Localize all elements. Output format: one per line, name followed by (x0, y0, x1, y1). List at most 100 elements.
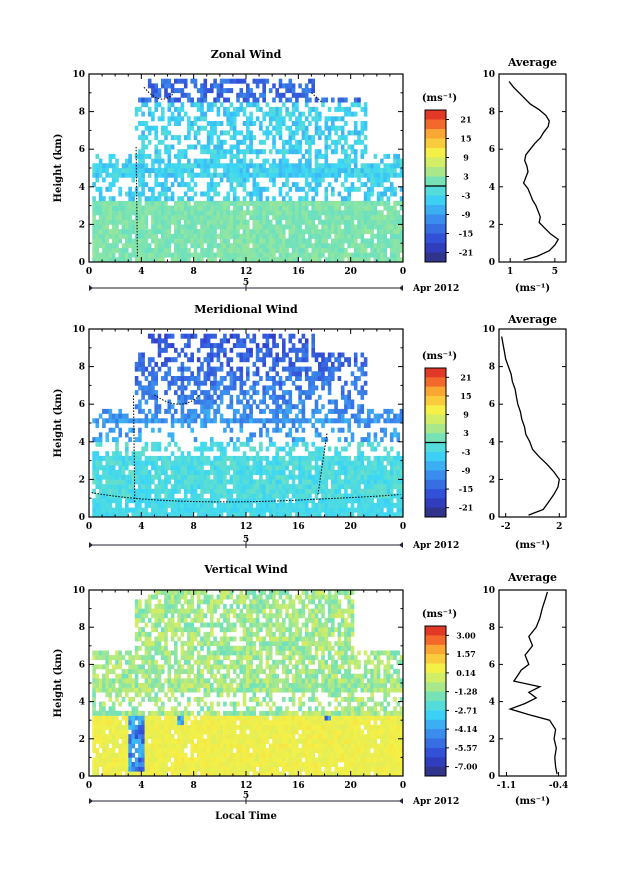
heatmap-cell (393, 413, 397, 419)
heatmap-cell (128, 687, 132, 693)
heatmap-cell (353, 158, 358, 164)
heatmap-cell (232, 200, 237, 206)
heatmap-cell (125, 729, 129, 735)
heatmap-cell (350, 205, 355, 211)
heatmap-cell (115, 771, 119, 777)
heatmap-cell (108, 413, 113, 419)
heatmap-cell (259, 196, 263, 202)
heatmap-cell (115, 488, 119, 494)
heatmap-cell (121, 655, 126, 660)
heatmap-cell (239, 163, 244, 169)
heatmap-cell (327, 252, 332, 258)
heatmap-cell (268, 488, 273, 494)
heatmap-cell (200, 498, 204, 504)
heatmap-cell (138, 238, 142, 244)
heatmap-cell (206, 163, 211, 169)
heatmap-cell (105, 186, 109, 192)
heatmap-cell (121, 488, 126, 494)
heatmap-cell (203, 479, 208, 485)
heatmap-cell (223, 247, 227, 253)
heatmap-cell (138, 177, 142, 183)
heatmap-cell (92, 488, 96, 494)
heatmap-cell (167, 144, 172, 150)
heatmap-cell (98, 257, 103, 263)
heatmap-cell (255, 186, 260, 192)
heatmap-cell (164, 191, 168, 197)
colorbar-segment (425, 243, 446, 253)
heatmap-cell (232, 243, 237, 249)
heatmap-cell (180, 177, 185, 183)
heatmap-cell (125, 692, 129, 698)
heatmap-cell (272, 479, 276, 485)
heatmap-cell (344, 408, 348, 414)
heatmap-cell (219, 172, 224, 178)
heatmap-cell (282, 243, 286, 249)
heatmap-cell (340, 252, 345, 258)
heatmap-cell (314, 215, 319, 220)
heatmap-cell (340, 465, 345, 471)
heatmap-cell (200, 390, 204, 396)
heatmap-cell (118, 465, 122, 471)
heatmap-cell (340, 446, 345, 452)
heatmap-cell (190, 219, 194, 225)
heatmap-cell (242, 106, 247, 112)
heatmap-cell (115, 493, 119, 499)
colorbar-segment (425, 386, 446, 397)
heatmap-cell (108, 729, 113, 735)
heatmap-cell (125, 191, 129, 197)
heatmap-cell (128, 766, 132, 772)
heatmap-cell (167, 243, 172, 249)
heatmap-cell (115, 446, 119, 452)
heatmap-cell (327, 130, 332, 136)
heatmap-cell (206, 121, 211, 126)
heatmap-cell (255, 488, 260, 494)
heatmap-cell (193, 172, 198, 178)
heatmap-cell (252, 102, 257, 108)
heatmap-cell (357, 413, 361, 419)
heatmap-cell (229, 243, 234, 249)
heatmap-cell (213, 474, 217, 480)
heatmap-cell (157, 470, 162, 475)
heatmap-cell (386, 219, 391, 225)
heatmap-cell (327, 210, 332, 216)
heatmap-cell (327, 243, 332, 249)
heatmap-cell (376, 470, 381, 475)
heatmap-cell (118, 766, 122, 772)
heatmap-cell (353, 186, 358, 192)
heatmap-cell (324, 125, 329, 131)
heatmap-cell (239, 252, 244, 258)
x-tick-label: 8 (191, 267, 197, 277)
heatmap-cell (131, 191, 136, 197)
heatmap-cell (272, 224, 276, 230)
heatmap-cell (259, 347, 263, 353)
heatmap-cell (246, 191, 250, 197)
heatmap-cell (291, 224, 296, 230)
heatmap-cell (373, 252, 378, 258)
heatmap-cell (193, 163, 198, 169)
heatmap-cell (200, 338, 204, 344)
heatmap-cell (187, 219, 191, 225)
heatmap-cell (265, 418, 270, 424)
heatmap-cell (200, 224, 204, 230)
heatmap-cell (118, 432, 122, 438)
heatmap-cell (334, 149, 338, 155)
heatmap-cell (340, 427, 345, 433)
heatmap-cell (363, 238, 368, 244)
heatmap-cell (363, 257, 368, 263)
heatmap-cell (193, 158, 198, 164)
heatmap-cell (98, 460, 103, 466)
heatmap-cell (121, 205, 126, 211)
heatmap-cell (92, 512, 96, 518)
heatmap-cell (252, 493, 257, 499)
heatmap-cell (327, 455, 332, 461)
heatmap-cell (183, 111, 188, 117)
heatmap-cell (340, 512, 345, 518)
heatmap-cell (223, 427, 227, 433)
heatmap-cell (98, 664, 103, 670)
heatmap-cell (105, 650, 109, 656)
average-y-tick-label: 8 (489, 108, 495, 118)
heatmap-cell (386, 507, 391, 513)
heatmap-cell (360, 168, 365, 173)
heatmap-cell (92, 757, 96, 763)
heatmap-cell (265, 493, 270, 499)
